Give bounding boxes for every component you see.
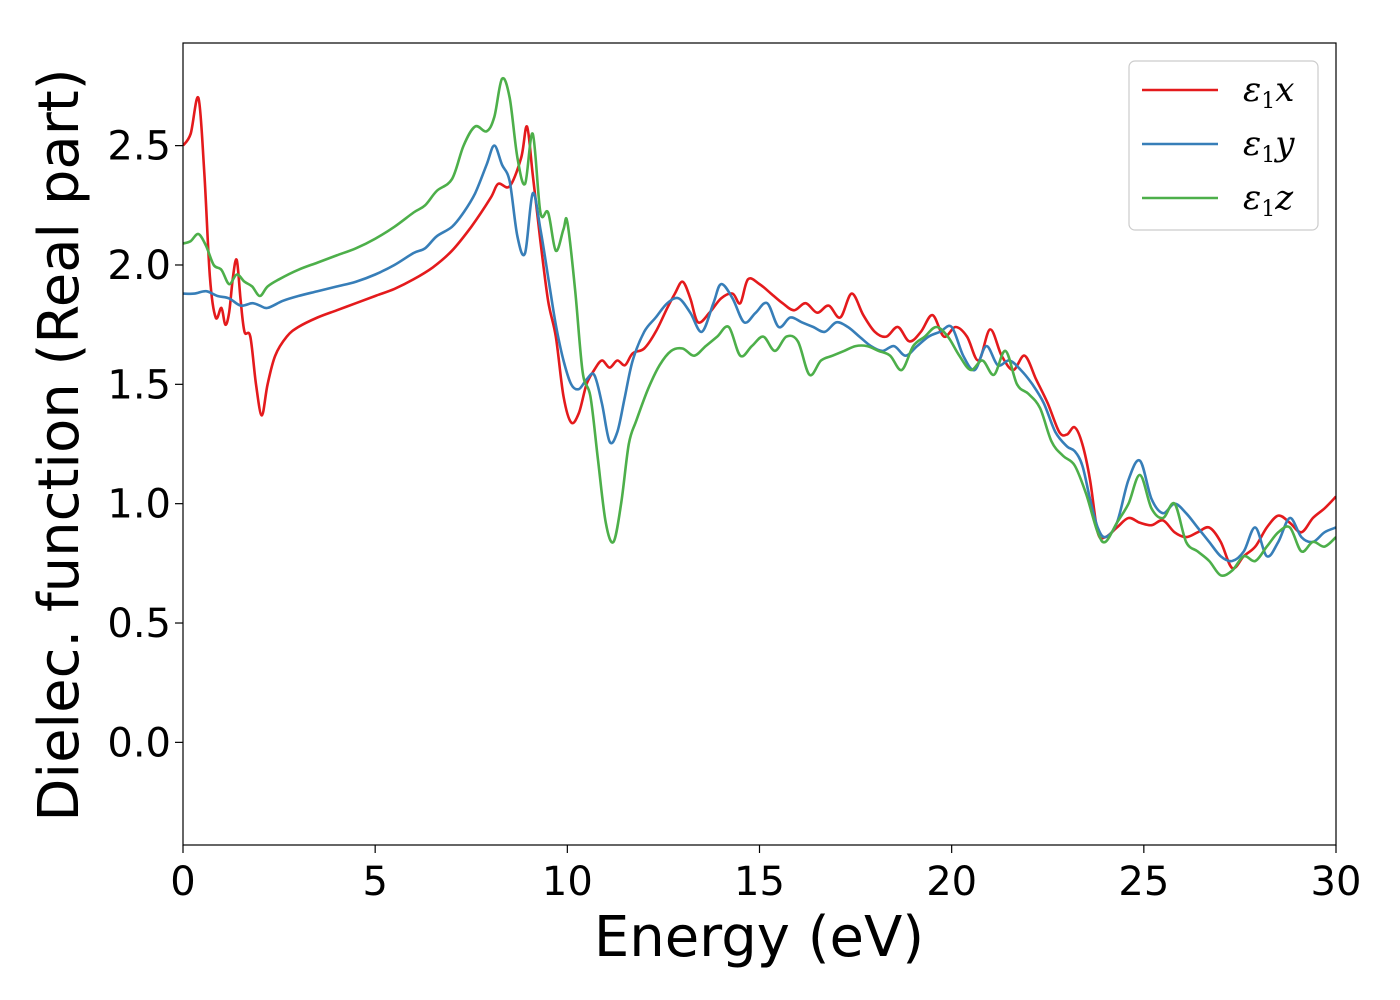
legend-box: [1128, 60, 1319, 231]
legend-subscript: 1: [1261, 197, 1275, 222]
y-axis: 0.0 0.5 1.0 1.5 2.0 2.5: [107, 124, 183, 766]
y-axis-title: Dielec. function (Real part): [27, 68, 92, 821]
x-axis-title: Energy (eV): [594, 905, 924, 970]
legend-subscript: 1: [1261, 89, 1275, 114]
legend-epsilon: ε: [1243, 178, 1261, 218]
y-tick-label: 2.0: [107, 243, 171, 289]
x-tick-label: 20: [926, 859, 977, 905]
x-tick-label: 10: [542, 859, 593, 905]
x-tick-label: 25: [1118, 859, 1169, 905]
legend-subscript: 1: [1261, 143, 1275, 168]
series-line-x: [183, 96, 1336, 570]
legend-epsilon: ε: [1243, 124, 1261, 164]
legend-component: y: [1273, 124, 1295, 164]
x-axis: 0 5 10 15 20 25 30: [170, 845, 1361, 905]
y-tick-label: 2.5: [107, 124, 171, 170]
y-tick-label: 0.0: [107, 720, 171, 766]
x-tick-label: 30: [1311, 859, 1362, 905]
series-line-y: [183, 144, 1336, 563]
legend-component: z: [1274, 178, 1294, 218]
y-tick-label: 0.5: [107, 601, 171, 647]
y-tick-label: 1.0: [107, 482, 171, 528]
x-tick-label: 15: [734, 859, 785, 905]
y-tick-label: 1.5: [107, 362, 171, 408]
legend-epsilon: ε: [1243, 70, 1261, 110]
series-lines: [183, 76, 1336, 577]
legend-label-y: ε1y: [1243, 124, 1295, 168]
x-tick-label: 5: [362, 859, 387, 905]
series-line-z: [183, 76, 1336, 577]
legend-label-x: ε1x: [1243, 70, 1294, 114]
legend-label-z: ε1z: [1243, 178, 1294, 222]
x-tick-label: 0: [170, 859, 195, 905]
legend-component: x: [1275, 70, 1294, 110]
